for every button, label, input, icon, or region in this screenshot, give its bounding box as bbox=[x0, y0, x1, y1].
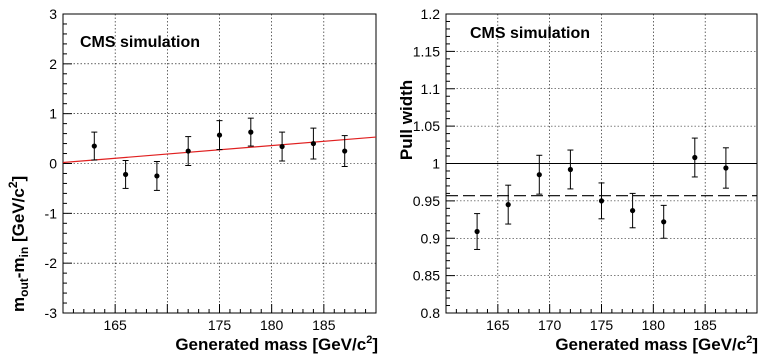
data-point bbox=[342, 148, 348, 154]
y-tick-label: 0.8 bbox=[421, 305, 441, 321]
data-point bbox=[310, 140, 316, 147]
left-panel-pull-mean: CMS simulation 165 175 180 185 -3 -2 -1 0 1 2 3 mo… bbox=[6, 6, 378, 354]
data-point bbox=[536, 172, 542, 178]
y-tick-label: 1.1 bbox=[421, 81, 441, 97]
right-panel-pull-width: CMS simulation 165 170 175 180 185 0.8 0.85 0.9… bbox=[397, 6, 758, 354]
y-tick-label: 2 bbox=[49, 56, 57, 72]
data-point bbox=[692, 154, 698, 161]
x-tick-label: 185 bbox=[693, 317, 717, 333]
data-point bbox=[185, 148, 191, 154]
data-point bbox=[123, 171, 129, 178]
y-tick-label: 1.05 bbox=[413, 118, 440, 134]
x-axis-title-left: Generated mass [GeV/c2] bbox=[175, 334, 378, 354]
data-point bbox=[661, 219, 667, 225]
data-point bbox=[567, 166, 574, 173]
y-tick-label: 1 bbox=[49, 106, 57, 122]
data-point bbox=[505, 202, 511, 208]
y-tick-label: 0.85 bbox=[413, 268, 440, 284]
x-tick-label: 185 bbox=[312, 317, 336, 333]
y-tick-label: 1.2 bbox=[421, 6, 441, 22]
data-point bbox=[154, 173, 160, 179]
x-tick-label: 165 bbox=[103, 317, 127, 333]
data-point bbox=[248, 129, 254, 135]
y-tick-label: 0.95 bbox=[413, 193, 440, 209]
y-tick-label: 0 bbox=[49, 156, 57, 172]
y-tick-label: 0.9 bbox=[421, 230, 441, 246]
x-tick-label: 175 bbox=[208, 317, 232, 333]
x-tick-label: 175 bbox=[590, 317, 614, 333]
x-axis-title-right: Generated mass [GeV/c2] bbox=[555, 334, 758, 354]
y-axis-title-left: mout-min [GeV/c2] bbox=[6, 176, 31, 312]
y-tick-label: -2 bbox=[45, 255, 58, 271]
data-point bbox=[279, 143, 285, 150]
data-point bbox=[91, 143, 97, 149]
y-tick-label: 1 bbox=[432, 156, 440, 172]
data-point bbox=[598, 198, 605, 204]
x-tick-label: 180 bbox=[642, 317, 666, 333]
data-point bbox=[474, 228, 480, 235]
y-tick-label: -3 bbox=[45, 305, 58, 321]
cms-simulation-annotation-left: CMS simulation bbox=[80, 34, 200, 51]
y-tick-label: 1.15 bbox=[413, 43, 440, 59]
y-tick-label: -1 bbox=[45, 205, 58, 221]
y-axis-title-right: Pull width bbox=[397, 80, 416, 160]
x-tick-label: 170 bbox=[538, 317, 562, 333]
cms-simulation-annotation-right: CMS simulation bbox=[470, 25, 590, 42]
data-point bbox=[630, 207, 636, 214]
x-tick-label: 180 bbox=[260, 317, 284, 333]
data-point bbox=[723, 165, 729, 171]
data-point bbox=[216, 132, 223, 138]
x-tick-label: 165 bbox=[486, 317, 510, 333]
y-tick-label: 3 bbox=[49, 6, 57, 22]
